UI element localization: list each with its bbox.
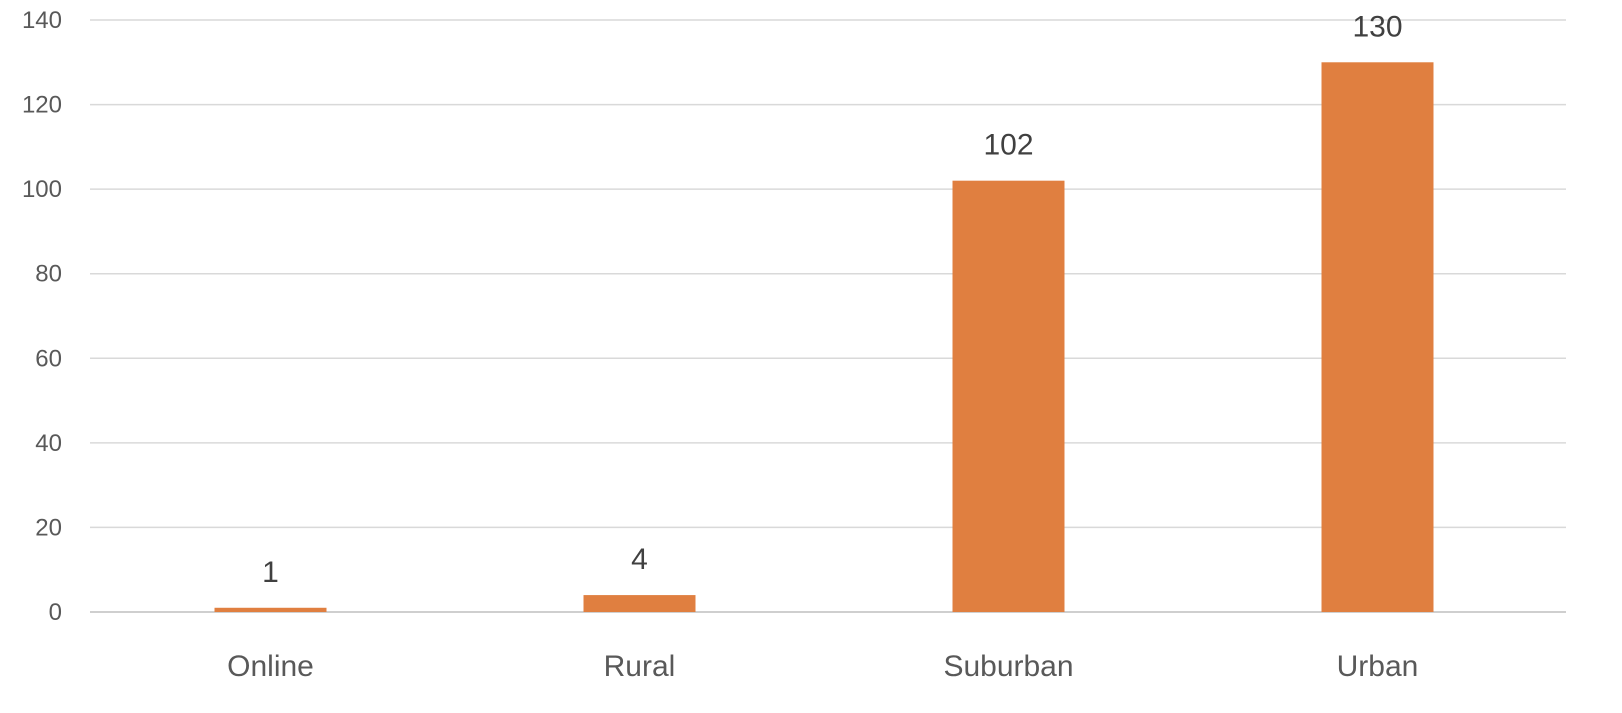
x-tick-label-online: Online <box>227 650 314 683</box>
y-tick-label: 140 <box>22 7 62 34</box>
x-tick-label-rural: Rural <box>604 650 676 683</box>
x-tick-label-urban: Urban <box>1337 650 1419 683</box>
data-labels: 1 4 102 130 <box>262 10 1402 588</box>
y-axis-tick-labels: 0 20 40 60 80 100 120 140 <box>22 7 62 626</box>
bar-rural <box>583 595 696 612</box>
gridlines <box>90 19 1566 613</box>
bar-online <box>214 607 327 612</box>
y-tick-label: 0 <box>49 599 62 626</box>
y-tick-label: 100 <box>22 176 62 203</box>
bars <box>214 62 1434 613</box>
y-tick-label: 40 <box>35 430 62 457</box>
y-tick-label: 20 <box>35 514 62 541</box>
data-label-suburban: 102 <box>983 129 1033 162</box>
y-tick-label: 120 <box>22 92 62 119</box>
bar-suburban <box>952 180 1065 612</box>
data-label-urban: 130 <box>1352 10 1402 43</box>
y-tick-label: 60 <box>35 345 62 372</box>
data-label-online: 1 <box>262 556 279 589</box>
x-axis-tick-labels: Online Rural Suburban Urban <box>227 650 1418 683</box>
bar-urban <box>1321 62 1434 613</box>
y-tick-label: 80 <box>35 261 62 288</box>
data-label-rural: 4 <box>631 543 648 576</box>
x-tick-label-suburban: Suburban <box>943 650 1073 683</box>
